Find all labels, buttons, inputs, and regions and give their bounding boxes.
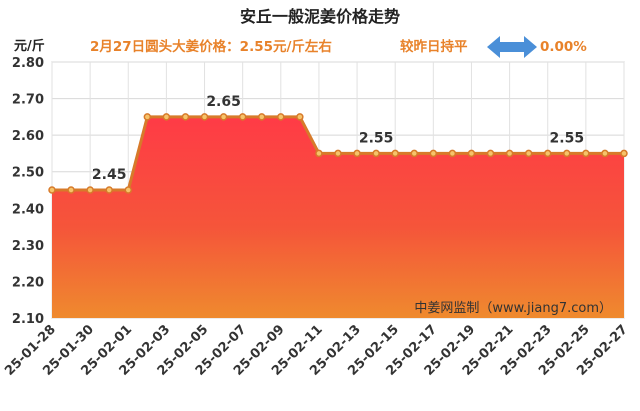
data-point [429, 149, 438, 158]
y-axis-unit: 元/斤 [14, 38, 45, 54]
data-point [162, 113, 171, 121]
y-tick-label: 2.60 [12, 129, 44, 144]
data-point [524, 149, 533, 158]
data-point [334, 149, 342, 158]
data-point [543, 149, 552, 158]
data-point [143, 113, 152, 121]
watermark: 中姜网监制（www.jiang7.com） [414, 301, 612, 316]
chart-title: 安丘一般泥姜价格走势 [240, 7, 400, 26]
data-point [315, 149, 323, 158]
data-point [601, 149, 609, 158]
y-tick-label: 2.20 [12, 275, 44, 290]
data-point [105, 186, 113, 194]
data-point [200, 113, 209, 121]
data-point [505, 149, 514, 158]
data-point [238, 113, 247, 121]
data-points [48, 113, 628, 194]
change-percent: 0.00% [540, 39, 587, 55]
data-labels: 2.45 2.65 2.55 2.55 [92, 94, 584, 183]
y-tick-label: 2.80 [12, 56, 44, 71]
price-info-text: 2月27日圆头大姜价格：2.55元/斤左右 [90, 38, 332, 55]
data-point [124, 186, 133, 194]
y-tick-label: 2.70 [12, 93, 44, 108]
data-point [277, 113, 285, 121]
y-axis-ticks: 2.10 2.20 2.30 2.40 2.50 2.60 2.70 2.80 [12, 56, 44, 327]
data-point [410, 149, 419, 158]
data-point [582, 149, 590, 158]
y-tick-label: 2.10 [12, 312, 44, 327]
data-point [257, 113, 266, 121]
data-point [563, 149, 571, 158]
data-point [620, 149, 628, 158]
data-label: 2.65 [206, 94, 241, 110]
y-tick-label: 2.50 [12, 166, 44, 181]
data-point [486, 149, 495, 158]
data-point [353, 149, 361, 158]
data-point [67, 186, 75, 194]
data-point [372, 149, 380, 158]
x-axis-ticks: 25-01-2825-01-3025-02-0125-02-0325-02-05… [2, 322, 631, 379]
area-fill [52, 116, 624, 318]
data-label: 2.55 [550, 130, 585, 146]
data-point [296, 113, 304, 121]
data-point [181, 113, 190, 121]
y-tick-label: 2.30 [12, 239, 44, 254]
data-point [467, 149, 476, 158]
data-point [86, 186, 94, 194]
data-point [48, 186, 56, 194]
y-tick-label: 2.40 [12, 202, 44, 217]
change-info-text: 较昨日持平 [400, 38, 468, 55]
data-point [219, 113, 228, 121]
data-point [391, 149, 399, 158]
data-point [448, 149, 457, 158]
data-label: 2.55 [359, 130, 394, 146]
data-label: 2.45 [92, 167, 127, 183]
left-right-arrow-icon [487, 36, 537, 58]
